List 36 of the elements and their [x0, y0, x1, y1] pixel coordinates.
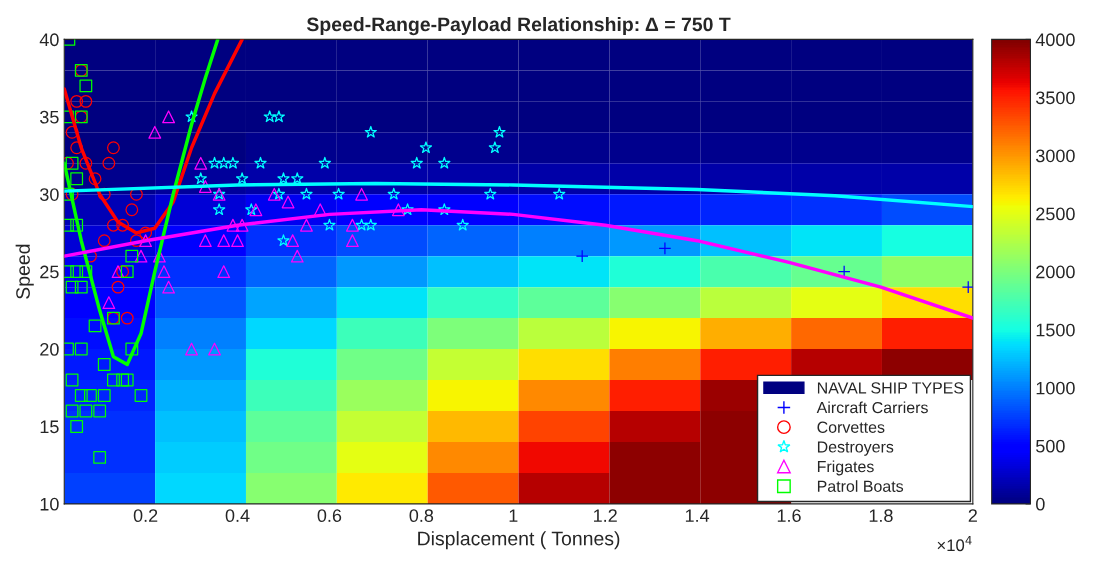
color-bar-label: 2500	[1036, 207, 1075, 221]
x-tick-label: 0.6	[317, 509, 342, 523]
x-axis-title: Displacement ( Tonnes)	[418, 531, 620, 550]
x-tick-label: 1.8	[869, 509, 893, 523]
color-bar-label: 500	[1036, 439, 1065, 453]
text: ×10$^{4}$	[937, 536, 972, 552]
color-bar-label: 0	[1036, 497, 1045, 511]
legend-label: Aircraft Carriers	[816, 401, 928, 414]
legend-label: Destroyers	[817, 441, 894, 456]
color-bar-label: 3500	[1035, 91, 1075, 105]
x-tick-label: 1	[509, 509, 518, 522]
y-tick-label: 25	[40, 265, 59, 279]
y-tick-label: 35	[40, 110, 59, 124]
x-tick-label: 2	[968, 509, 977, 522]
y-tick-label: 30	[40, 188, 59, 201]
color-bar-label: 1000	[1036, 381, 1075, 395]
color-bar-label: 4000	[1035, 33, 1075, 47]
legend-label: Corvettes	[817, 421, 885, 433]
x-tick-label: 1.2	[594, 509, 617, 522]
x-tick-label: 1.4	[685, 509, 710, 522]
color-bar-label: 3000	[1035, 149, 1075, 163]
y-axis-title: Speed	[15, 244, 34, 299]
x-tick-label: 0.2	[133, 509, 158, 523]
y-tick-label: 40	[39, 33, 59, 47]
x-tick-label: 0.4	[225, 509, 250, 523]
y-tick-label: 10	[40, 497, 59, 511]
y-tick-label: 15	[40, 420, 59, 434]
y-tick-label: 20	[40, 342, 59, 356]
legend-label: Patrol Boats	[817, 480, 904, 492]
legend-label: Frigates	[817, 460, 874, 476]
color-bar-label: 1500	[1036, 323, 1075, 337]
x-tick-label: 1.6	[777, 509, 801, 523]
chart-title: Speed-Range-Payload Relationship: Δ = 750 T	[306, 16, 731, 36]
legend-title: NAVAL SHIP TYPES	[817, 382, 964, 394]
color-bar-label: 2000	[1036, 265, 1075, 279]
x-tick-label: 0.8	[409, 509, 434, 523]
